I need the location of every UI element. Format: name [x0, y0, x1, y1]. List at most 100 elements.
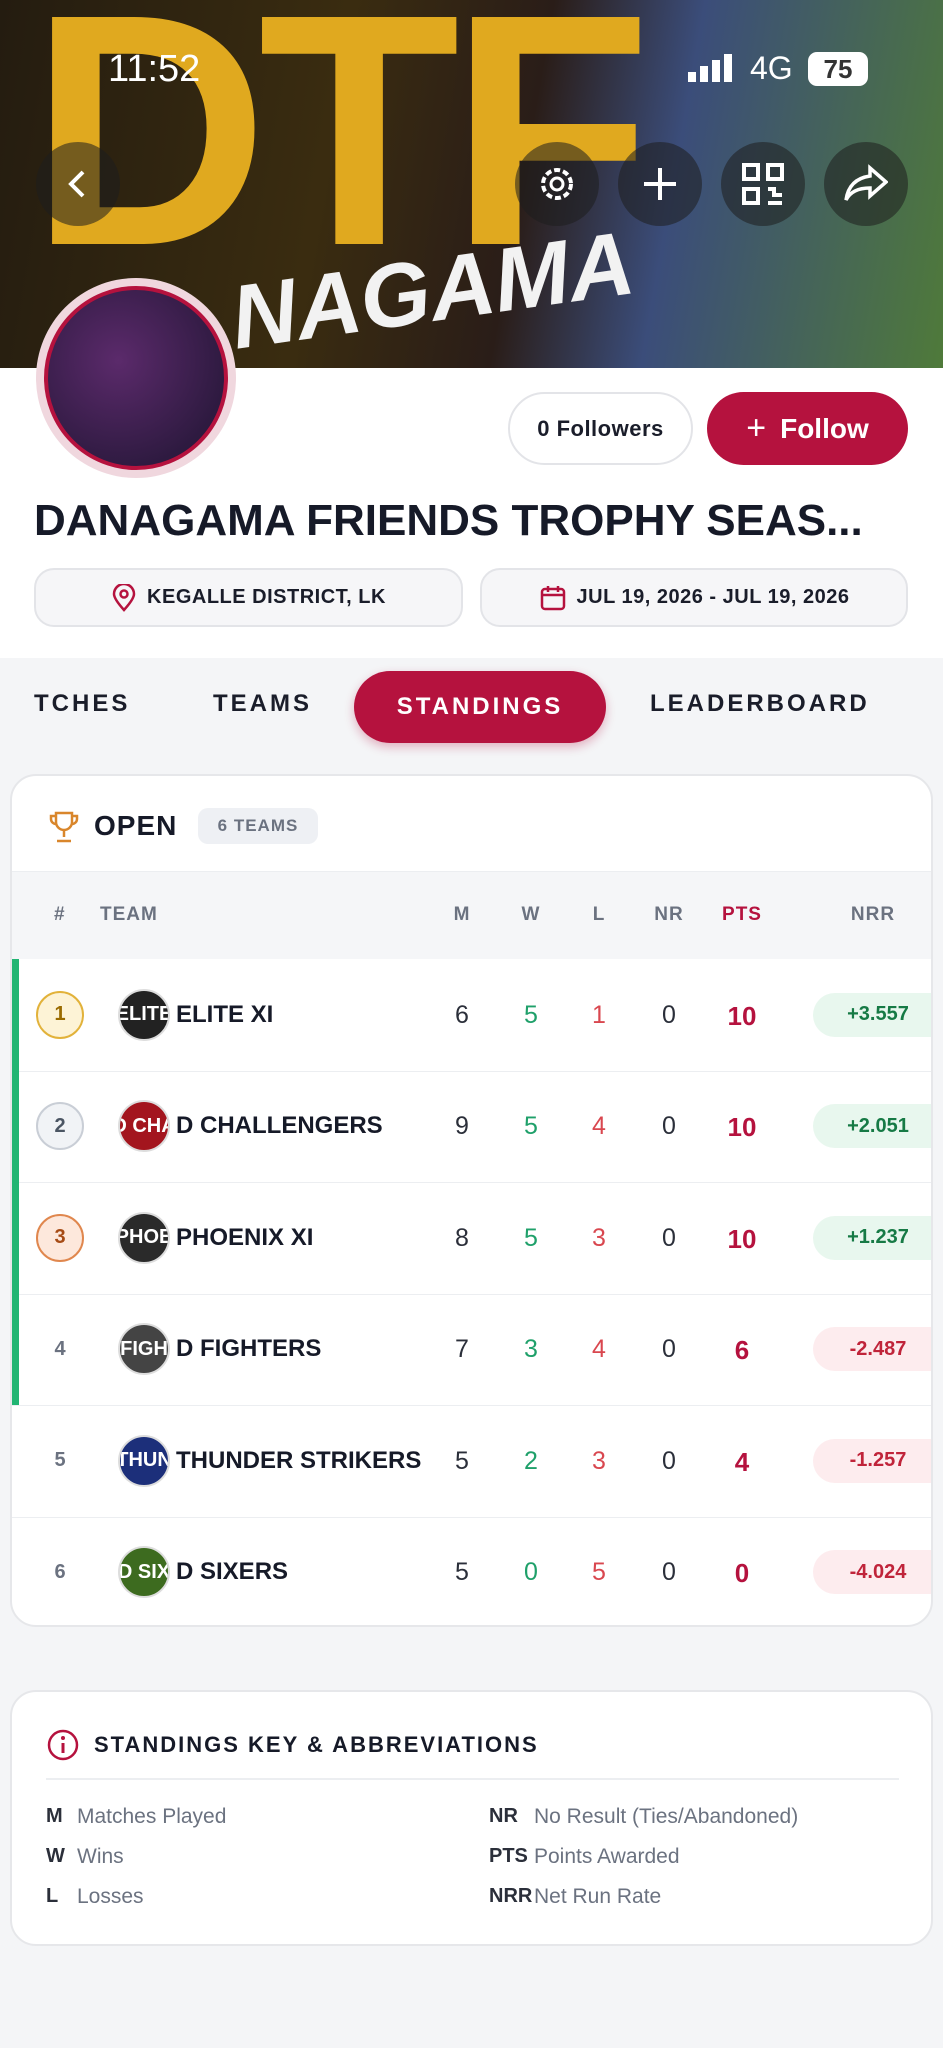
rank-badge: 3 [36, 1213, 84, 1262]
key-desc: Points Awarded [534, 1845, 680, 1868]
stat: 0 [524, 1558, 538, 1587]
stat: 3 [592, 1223, 606, 1252]
row-divider [12, 1182, 931, 1183]
stat: 0 [662, 1335, 676, 1364]
signal-icon [688, 54, 732, 82]
stat: 0 [662, 1446, 676, 1475]
stat: 5 [524, 1223, 538, 1252]
stat: 4 [734, 1446, 750, 1477]
rank-badge: 4 [36, 1325, 84, 1374]
column-header: M [453, 904, 471, 925]
team-name: PHOENIX XI [176, 1223, 314, 1251]
team-logo: FIGH [118, 1323, 170, 1376]
battery: 75 [808, 52, 868, 86]
column-header: W [521, 904, 541, 925]
stat: 0 [662, 1223, 676, 1252]
stat: 5 [455, 1558, 469, 1587]
table-header [12, 871, 931, 959]
nrr-pill: -2.487 [813, 1327, 931, 1372]
rank-badge: 6 [36, 1548, 84, 1597]
tournament-logo [36, 278, 236, 478]
row-divider [12, 1070, 931, 1072]
stat: 5 [524, 1000, 538, 1029]
qualify-bar [12, 959, 19, 1071]
qr-button[interactable] [721, 142, 805, 226]
stat: 10 [727, 1000, 757, 1031]
stat: 4 [592, 1335, 606, 1364]
stat: 0 [662, 1000, 676, 1029]
tab[interactable]: LEADERBOARD [650, 690, 870, 717]
team-name: ELITE XI [176, 1000, 274, 1028]
stat: 0 [662, 1558, 676, 1587]
stat: 3 [592, 1446, 606, 1475]
divider [46, 1778, 899, 1780]
stat: 1 [592, 1000, 606, 1029]
stat: 2 [524, 1446, 538, 1475]
back-button[interactable] [36, 142, 120, 226]
nrr-pill: +1.237 [813, 1215, 931, 1260]
tab[interactable]: TCHES [34, 690, 131, 717]
stat: 10 [727, 1223, 757, 1254]
column-header: NR [654, 904, 684, 925]
share-button[interactable] [824, 142, 908, 226]
key-card: STANDINGS KEY & ABBREVIATIONS M Matches P… [10, 1690, 933, 1946]
stat: 7 [455, 1335, 469, 1364]
tab[interactable]: TEAMS [213, 690, 312, 717]
key-desc: Wins [77, 1845, 124, 1868]
nrr-pill: +3.557 [813, 992, 931, 1037]
row-divider [12, 1293, 931, 1295]
tournament-title: DANAGAMA FRIENDS TROPHY SEAS... [34, 496, 863, 545]
stat: 9 [455, 1112, 469, 1141]
tab[interactable]: STANDINGS [354, 671, 606, 743]
column-header: PTS [722, 904, 762, 925]
rank-badge: 2 [36, 1102, 84, 1151]
stat: 8 [455, 1223, 469, 1252]
stat: 0 [734, 1558, 750, 1589]
team-name: D FIGHTERS [176, 1335, 322, 1363]
followers-count[interactable]: 0 Followers [508, 392, 693, 465]
rank-badge: 5 [36, 1436, 84, 1485]
key-abbr: PTS [489, 1845, 528, 1867]
status-time: 11:52 [108, 48, 201, 90]
team-logo: D SIX [118, 1546, 170, 1599]
nrr-pill: -1.257 [813, 1438, 931, 1483]
stat: 10 [727, 1112, 757, 1143]
settings-button[interactable] [515, 142, 599, 226]
team-logo: PHOE [118, 1211, 170, 1264]
follow-label: Follow [780, 412, 869, 444]
stat: 3 [524, 1335, 538, 1364]
row-divider [12, 1405, 931, 1406]
row-divider [12, 1516, 931, 1518]
key-desc: Matches Played [77, 1805, 227, 1828]
trophy-icon [49, 811, 79, 843]
key-desc: Net Run Rate [534, 1885, 662, 1908]
network: 4G [750, 50, 793, 86]
key-abbr: M [46, 1805, 63, 1827]
team-name: D SIXERS [176, 1558, 289, 1586]
stat: 0 [662, 1112, 676, 1141]
info-icon [47, 1729, 79, 1761]
location: KEGALLE DISTRICT, LK [147, 586, 386, 608]
team-logo: ELITE [118, 988, 170, 1041]
key-title: STANDINGS KEY & ABBREVIATIONS [94, 1732, 539, 1757]
location-pill: KEGALLE DISTRICT, LK [34, 568, 463, 627]
nrr-pill: -4.024 [813, 1550, 931, 1595]
standings-card: OPEN 6 TEAMS # TEAM M W L NR PTS NRR 1 ELITE ELITE… [10, 774, 933, 1627]
follow-button[interactable]: + Follow [707, 392, 908, 465]
column-header: NRR [850, 904, 896, 925]
qualify-bar [12, 1070, 19, 1182]
team-name: THUNDER STRIKERS [176, 1446, 422, 1474]
add-button[interactable] [618, 142, 702, 226]
dates: JUL 19, 2026 - JUL 19, 2026 [576, 586, 850, 608]
qualify-bar [12, 1293, 19, 1405]
stat: 6 [455, 1000, 469, 1029]
key-abbr: L [46, 1885, 59, 1907]
key-abbr: NR [489, 1805, 518, 1827]
column-header: # [54, 904, 66, 925]
nrr-pill: +2.051 [813, 1104, 931, 1149]
stat: 4 [592, 1112, 606, 1141]
key-desc: Losses [77, 1885, 144, 1908]
column-header: TEAM [100, 904, 158, 925]
stat: 5 [524, 1112, 538, 1141]
